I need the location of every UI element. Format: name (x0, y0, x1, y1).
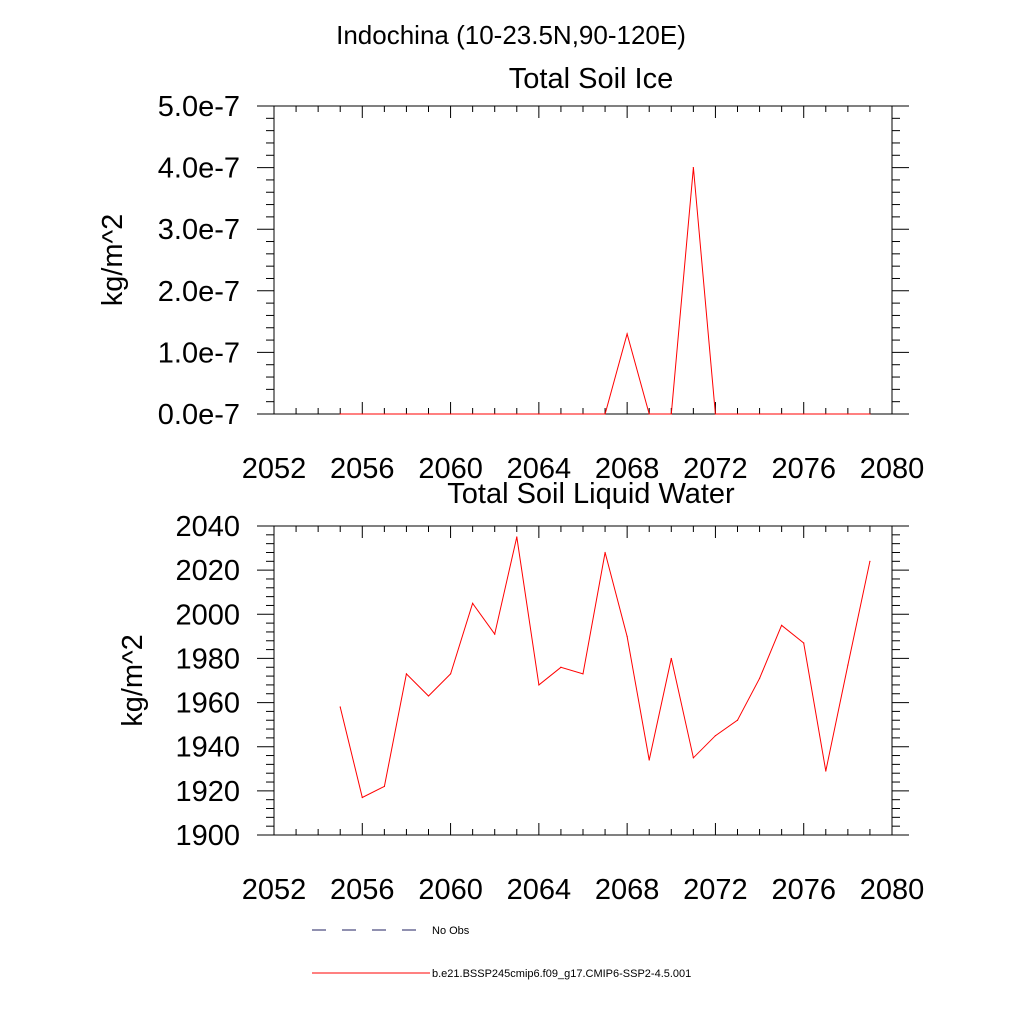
x-tick-label: 2056 (330, 874, 395, 906)
data-point (516, 536, 518, 538)
y-tick-label: 3.0e-7 (158, 214, 240, 246)
data-point (339, 413, 341, 415)
x-tick-label: 2060 (418, 874, 483, 906)
x-tick-label: 2064 (507, 453, 572, 485)
data-point (869, 560, 871, 562)
data-point (626, 333, 628, 335)
chart-panel-2: Total Soil Liquid Water kg/m^2 2052 2056 206… (117, 478, 924, 906)
data-point (604, 551, 606, 554)
data-point (758, 677, 761, 679)
y-tick-label: 4.0e-7 (158, 153, 240, 185)
y-tick-label: 2000 (175, 599, 240, 631)
data-point (405, 673, 408, 675)
data-point (472, 602, 474, 604)
data-point (604, 413, 606, 415)
x-tick-label: 2052 (242, 874, 307, 906)
x-tick-label: 2072 (683, 874, 748, 906)
data-point (494, 413, 496, 415)
x-tick-label: 2060 (418, 453, 483, 485)
data-point (626, 635, 628, 637)
data-point (803, 413, 805, 415)
series-line-1 (340, 167, 870, 415)
data-point (692, 757, 694, 759)
data-point (427, 695, 430, 697)
legend: No Obs b.e21.BSSP245cmip6.f09_g17.CMIP6-… (312, 925, 691, 980)
x-tick-label: 2080 (860, 453, 925, 485)
x-tick-label: 2056 (330, 453, 395, 485)
plot-frame (273, 105, 893, 415)
data-point (494, 633, 496, 635)
data-point (714, 413, 717, 415)
x-tick-label: 2080 (860, 874, 925, 906)
x-tick-label: 2064 (507, 874, 572, 906)
data-point (582, 673, 584, 675)
x-tick-label: 2072 (683, 453, 748, 485)
legend-label-model: b.e21.BSSP245cmip6.f09_g17.CMIP6-SSP2-4.… (432, 968, 691, 980)
series-line-1 (339, 536, 871, 799)
y-tick-label: 2.0e-7 (158, 276, 240, 308)
x-tick-label: 2052 (242, 453, 307, 485)
page-title: Indochina (10-23.5N,90-120E) (336, 20, 686, 50)
chart-title: Total Soil Liquid Water (447, 478, 735, 510)
y-tick-label: 1940 (175, 732, 240, 764)
chart-title: Total Soil Ice (509, 63, 673, 95)
data-point (339, 706, 341, 708)
data-point (847, 413, 849, 415)
data-point (825, 770, 827, 772)
data-point (648, 413, 650, 415)
data-point (869, 413, 871, 415)
data-point (670, 657, 672, 660)
data-point (648, 759, 650, 761)
x-tick-label: 2076 (771, 874, 836, 906)
data-point (692, 167, 694, 169)
data-point (714, 735, 717, 737)
data-point (449, 413, 452, 415)
data-point (670, 413, 672, 415)
y-tick-label: 5.0e-7 (158, 91, 240, 123)
data-point (582, 413, 584, 415)
data-point (472, 413, 474, 415)
y-tick-label: 1960 (175, 688, 240, 720)
data-point (538, 684, 540, 686)
data-point (427, 413, 430, 415)
y-tick-label: 1.0e-7 (158, 337, 240, 369)
data-point (781, 413, 783, 415)
x-tick-label: 2068 (595, 874, 660, 906)
data-point (803, 642, 805, 644)
chart-panel-1: Total Soil Ice kg/m^2 2052 2056 2060 2064 2068… (97, 63, 924, 485)
data-point (383, 785, 385, 788)
data-point (736, 719, 739, 721)
legend-label-no-obs: No Obs (432, 925, 470, 937)
data-point (516, 413, 518, 415)
x-tick-label: 2076 (771, 453, 836, 485)
data-point (758, 413, 761, 415)
data-point (825, 413, 827, 415)
y-axis-label: kg/m^2 (117, 634, 149, 727)
y-axis-label: kg/m^2 (97, 214, 129, 307)
data-point (781, 624, 783, 626)
data-point (736, 413, 739, 415)
plot-frame (273, 525, 893, 836)
data-point (383, 413, 385, 415)
data-point (560, 666, 562, 668)
y-tick-label: 1980 (175, 643, 240, 675)
data-point (847, 664, 849, 666)
y-tick-label: 2020 (175, 555, 240, 587)
y-tick-label: 1900 (175, 820, 240, 852)
data-point (560, 413, 562, 415)
data-point (361, 413, 363, 415)
x-tick-label: 2068 (595, 453, 660, 485)
data-point (361, 796, 363, 799)
data-point (405, 413, 408, 415)
y-tick-label: 0.0e-7 (158, 399, 240, 431)
chart-panels: Total Soil Ice kg/m^2 2052 2056 2060 2064 2068… (97, 63, 924, 906)
data-point (449, 673, 452, 675)
y-tick-label: 1920 (175, 776, 240, 808)
y-tick-label: 2040 (175, 511, 240, 543)
data-point (538, 413, 540, 415)
